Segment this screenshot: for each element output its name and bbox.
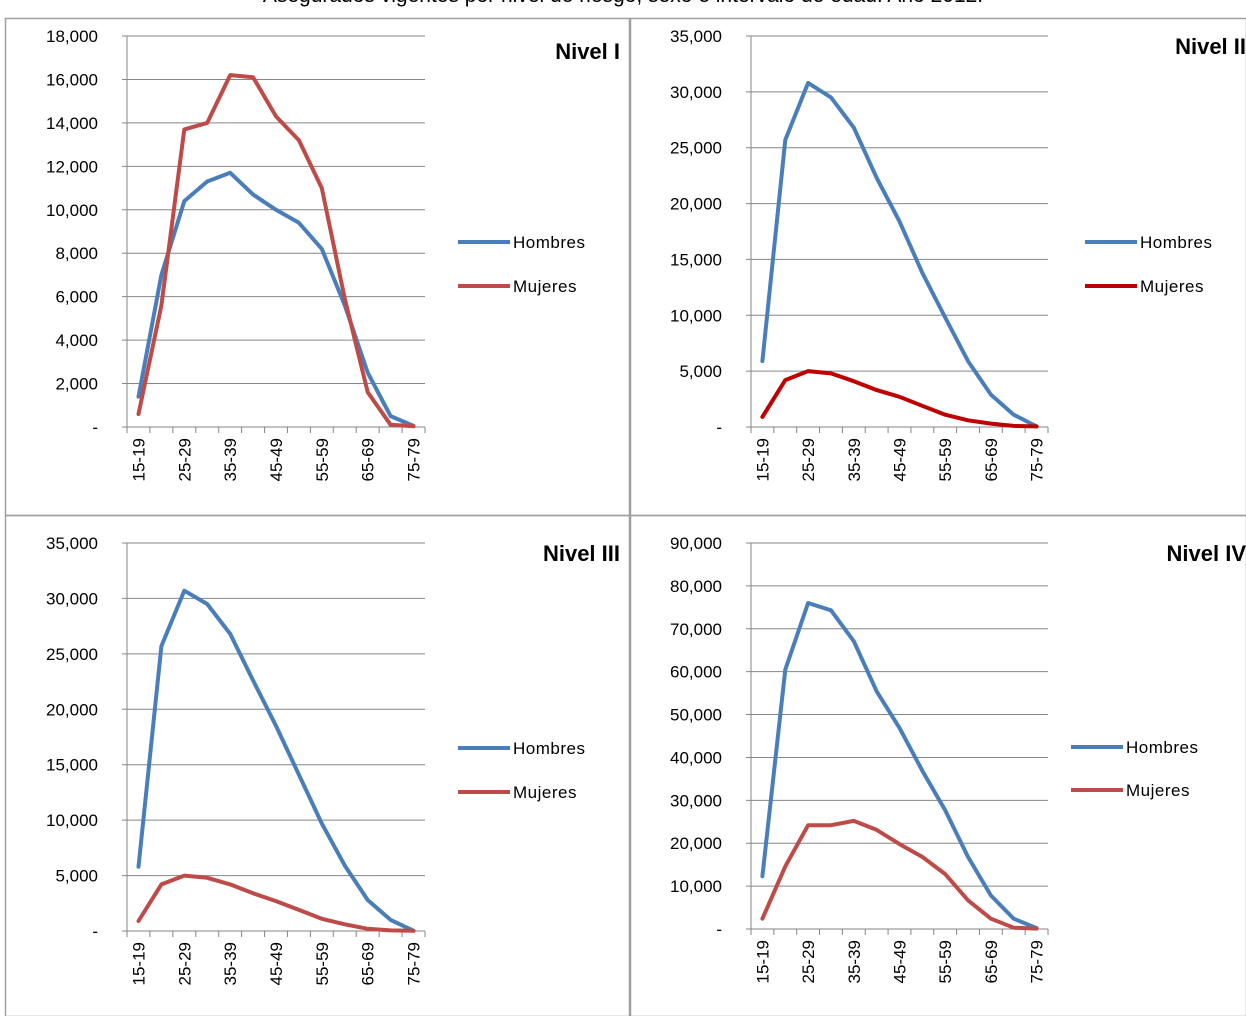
series-line-mujeres xyxy=(760,369,1039,429)
page-title: Asegurados vigentes por nivel de riesgo,… xyxy=(0,0,1246,8)
y-tick-label: 14,000 xyxy=(46,114,98,133)
legend-label: Mujeres xyxy=(1140,277,1204,296)
chart-title: Nivel I xyxy=(555,39,620,64)
chart-title: Nivel II xyxy=(1175,34,1246,59)
y-tick-label: 6,000 xyxy=(55,288,98,307)
x-tick-label: 75-79 xyxy=(1028,940,1047,983)
x-tick-label: 15-19 xyxy=(129,942,148,985)
x-tick-label: 35-39 xyxy=(221,438,240,481)
series-line-hombres xyxy=(136,170,416,428)
legend-label: Hombres xyxy=(513,233,585,252)
chart-panel-nivel-2: - 5,000 10,000 15,000 20,000 25,000 30,000 35,0… xyxy=(670,27,1246,481)
y-tick-label: 30,000 xyxy=(670,791,722,810)
x-tick-label: 65-69 xyxy=(982,940,1001,983)
y-tick-label: 25,000 xyxy=(670,139,722,158)
y-tick-label: 18,000 xyxy=(46,27,98,46)
y-tick-label: 15,000 xyxy=(46,756,98,775)
y-tick-label: - xyxy=(92,418,98,437)
legend-label: Hombres xyxy=(513,739,585,758)
y-tick-label: 25,000 xyxy=(46,645,98,664)
legend-label: Mujeres xyxy=(513,783,577,802)
legend-label: Hombres xyxy=(1126,738,1198,757)
y-tick-label: - xyxy=(716,920,722,939)
x-tick-label: 15-19 xyxy=(753,438,772,481)
chart-title: Nivel III xyxy=(543,541,620,566)
legend-label: Hombres xyxy=(1140,233,1212,252)
y-tick-label: 4,000 xyxy=(55,331,98,350)
y-tick-label: 10,000 xyxy=(46,201,98,220)
series-line-mujeres xyxy=(760,818,1039,931)
series-line-hombres xyxy=(760,601,1039,931)
x-tick-label: 55-59 xyxy=(313,438,332,481)
chart-panel-nivel-3: - 5,000 10,000 15,000 20,000 25,000 30,000 35,0… xyxy=(46,534,620,985)
y-tick-label: 40,000 xyxy=(670,748,722,767)
x-tick-label: 55-59 xyxy=(313,942,332,985)
x-tick-label: 75-79 xyxy=(405,438,424,481)
chart-panel-nivel-1: - 2,000 4,000 6,000 8,000 10,000 12,000 14,000 1… xyxy=(46,27,620,481)
series-line-hombres xyxy=(760,80,1039,429)
y-tick-label: - xyxy=(92,922,98,941)
x-tick-label: 65-69 xyxy=(982,438,1001,481)
y-tick-label: 10,000 xyxy=(46,811,98,830)
y-tick-label: 20,000 xyxy=(46,700,98,719)
y-tick-label: 5,000 xyxy=(679,362,722,381)
y-tick-label: 10,000 xyxy=(670,306,722,325)
x-tick-label: 75-79 xyxy=(405,942,424,985)
x-tick-label: 35-39 xyxy=(845,940,864,983)
x-tick-label: 15-19 xyxy=(753,940,772,983)
y-tick-label: - xyxy=(716,418,722,437)
x-tick-label: 55-59 xyxy=(936,940,955,983)
y-tick-label: 90,000 xyxy=(670,534,722,553)
x-tick-label: 25-29 xyxy=(175,942,194,985)
y-tick-label: 80,000 xyxy=(670,577,722,596)
series-line-mujeres xyxy=(136,73,416,429)
x-tick-label: 65-69 xyxy=(359,942,378,985)
series-line-hombres xyxy=(136,588,416,933)
legend-label: Mujeres xyxy=(1126,781,1190,800)
x-tick-label: 35-39 xyxy=(221,942,240,985)
y-tick-label: 60,000 xyxy=(670,663,722,682)
x-tick-label: 75-79 xyxy=(1028,438,1047,481)
y-tick-label: 15,000 xyxy=(670,250,722,269)
x-tick-label: 25-29 xyxy=(799,940,818,983)
y-tick-label: 20,000 xyxy=(670,195,722,214)
x-tick-label: 65-69 xyxy=(359,438,378,481)
panel-frame xyxy=(628,514,1246,1016)
y-tick-label: 35,000 xyxy=(670,27,722,46)
y-tick-label: 35,000 xyxy=(46,534,98,553)
x-tick-label: 45-49 xyxy=(891,940,910,983)
x-tick-label: 55-59 xyxy=(936,438,955,481)
y-tick-label: 70,000 xyxy=(670,620,722,639)
x-tick-label: 25-29 xyxy=(175,438,194,481)
y-tick-label: 12,000 xyxy=(46,157,98,176)
y-tick-label: 10,000 xyxy=(670,877,722,896)
panel-frame xyxy=(4,514,632,1016)
y-tick-label: 2,000 xyxy=(55,375,98,394)
x-tick-label: 35-39 xyxy=(845,438,864,481)
y-tick-label: 30,000 xyxy=(670,83,722,102)
chart-title: Nivel IV xyxy=(1167,541,1246,566)
y-tick-label: 50,000 xyxy=(670,706,722,725)
panel-frames xyxy=(4,17,1246,1016)
x-tick-label: 45-49 xyxy=(267,438,286,481)
series-line-mujeres xyxy=(136,873,416,933)
y-tick-label: 8,000 xyxy=(55,244,98,263)
y-tick-label: 30,000 xyxy=(46,589,98,608)
y-tick-label: 16,000 xyxy=(46,70,98,89)
y-tick-label: 20,000 xyxy=(670,834,722,853)
x-tick-label: 45-49 xyxy=(891,438,910,481)
chart-panel-nivel-4: - 10,000 20,000 30,000 40,000 50,000 60,000 70,… xyxy=(670,534,1246,983)
x-tick-label: 15-19 xyxy=(129,438,148,481)
legend-label: Mujeres xyxy=(513,277,577,296)
x-tick-label: 25-29 xyxy=(799,438,818,481)
x-tick-label: 45-49 xyxy=(267,942,286,985)
y-tick-label: 5,000 xyxy=(55,867,98,886)
